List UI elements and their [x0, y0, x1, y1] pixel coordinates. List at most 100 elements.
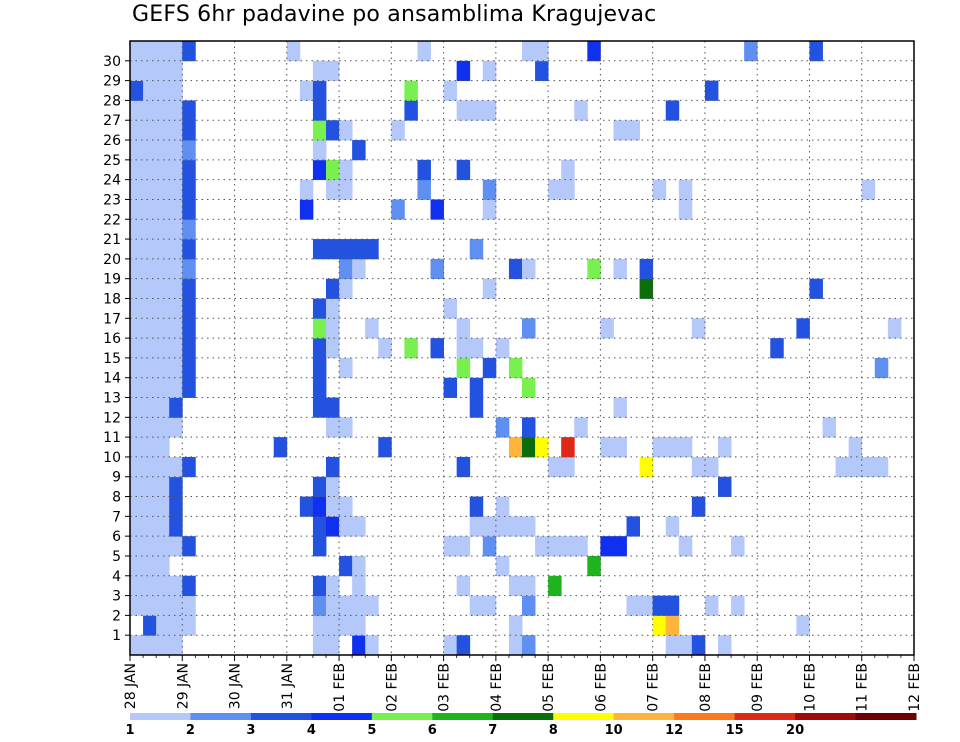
heatmap-cell: [678, 536, 693, 557]
heatmap-cell: [143, 100, 157, 121]
y-tick-label: 10: [103, 450, 121, 466]
y-tick-label: 25: [103, 153, 121, 169]
heatmap-cell: [143, 199, 157, 220]
heatmap-cell: [522, 377, 536, 398]
heatmap-cell: [600, 437, 614, 458]
colorbar-segment: [553, 713, 615, 720]
heatmap-cell: [169, 456, 183, 478]
colorbar-segment: [432, 713, 494, 720]
heatmap-cell: [169, 397, 183, 418]
heatmap-cell: [339, 555, 353, 577]
heatmap-cell: [848, 456, 863, 478]
heatmap-cell: [312, 635, 327, 656]
heatmap-cell: [182, 120, 196, 141]
heatmap-cell: [469, 496, 484, 517]
colorbar-segment: [613, 713, 675, 720]
heatmap-cell: [522, 575, 536, 596]
heatmap-cell: [339, 595, 353, 616]
heatmap-cell: [339, 278, 353, 299]
heatmap-cell: [482, 536, 497, 557]
heatmap-cell: [639, 278, 654, 299]
heatmap-cell: [665, 516, 680, 537]
heatmap-cell: [574, 100, 588, 121]
heatmap-cell: [704, 595, 719, 616]
heatmap-cell: [156, 496, 170, 517]
heatmap-cell: [339, 120, 353, 141]
heatmap-cell: [143, 417, 157, 438]
heatmap-cell: [326, 278, 340, 299]
heatmap-cell: [143, 397, 157, 418]
heatmap-cell: [574, 536, 588, 557]
heatmap-cell: [482, 199, 497, 220]
colorbar-segment: [855, 713, 917, 720]
heatmap-cell: [678, 199, 693, 220]
heatmap-cell: [169, 377, 183, 398]
heatmap-cell: [495, 496, 510, 517]
heatmap-cell: [495, 417, 510, 438]
heatmap-cell: [156, 377, 170, 398]
heatmap-cell: [143, 456, 157, 478]
heatmap-cell: [182, 298, 196, 319]
heatmap-cell: [169, 179, 183, 200]
heatmap-cell: [861, 179, 876, 200]
heatmap-cell: [561, 536, 575, 557]
y-tick-label: 20: [103, 252, 121, 268]
heatmap-cell: [312, 318, 327, 339]
heatmap-cell: [299, 496, 314, 517]
heatmap-cell: [326, 476, 340, 497]
heatmap-cell: [600, 318, 614, 339]
heatmap-cell: [312, 496, 327, 517]
heatmap-cell: [887, 318, 902, 339]
heatmap-cell: [522, 41, 536, 62]
heatmap-cell: [130, 41, 144, 62]
heatmap-cell: [535, 437, 549, 458]
colorbar-label: 4: [307, 723, 316, 738]
heatmap-cell: [482, 60, 497, 82]
x-tick-label: 03 FEB: [437, 663, 453, 712]
colorbar-segment: [674, 713, 736, 720]
heatmap-cell: [156, 536, 170, 557]
heatmap-cell: [495, 516, 510, 537]
heatmap-cell: [130, 140, 144, 161]
heatmap-cell: [130, 338, 144, 359]
heatmap-cell: [456, 159, 471, 181]
y-tick-label: 4: [112, 569, 121, 585]
heatmap-cell: [182, 179, 196, 200]
x-tick-label: 31 JAN: [280, 663, 296, 709]
heatmap-cell: [469, 595, 484, 616]
heatmap-cell: [522, 437, 536, 458]
heatmap-cell: [652, 437, 667, 458]
heatmap-cell: [312, 516, 327, 537]
y-tick-label: 27: [103, 113, 121, 129]
heatmap-cell: [130, 278, 144, 299]
heatmap-cell: [169, 100, 183, 121]
heatmap-cell: [718, 635, 732, 656]
y-tick-label: 19: [103, 272, 121, 288]
heatmap-cell: [169, 516, 183, 537]
heatmap-cell: [731, 595, 745, 616]
heatmap-cell: [169, 476, 183, 497]
y-tick-label: 22: [103, 212, 121, 228]
heatmap-cell: [548, 575, 562, 596]
colorbar-label: 7: [488, 723, 497, 738]
heatmap-cell: [704, 456, 719, 478]
heatmap-cell: [731, 536, 745, 557]
x-tick-label: 01 FEB: [332, 663, 348, 712]
heatmap-cell: [678, 179, 693, 200]
heatmap-cell: [482, 179, 497, 200]
y-tick-label: 21: [103, 232, 121, 248]
x-tick-label: 28 JAN: [123, 663, 139, 709]
heatmap-cell: [326, 456, 340, 478]
heatmap-cell: [156, 437, 170, 458]
heatmap-cell: [548, 179, 562, 200]
heatmap-cell: [339, 179, 353, 200]
heatmap-cell: [312, 595, 327, 616]
heatmap-cell: [665, 437, 680, 458]
heatmap-cell: [326, 635, 340, 656]
colorbar-segment: [130, 713, 191, 720]
heatmap-cell: [561, 437, 575, 458]
y-tick-label: 18: [103, 291, 121, 307]
heatmap-cell: [404, 338, 418, 359]
colorbar-label: 2: [186, 723, 195, 738]
